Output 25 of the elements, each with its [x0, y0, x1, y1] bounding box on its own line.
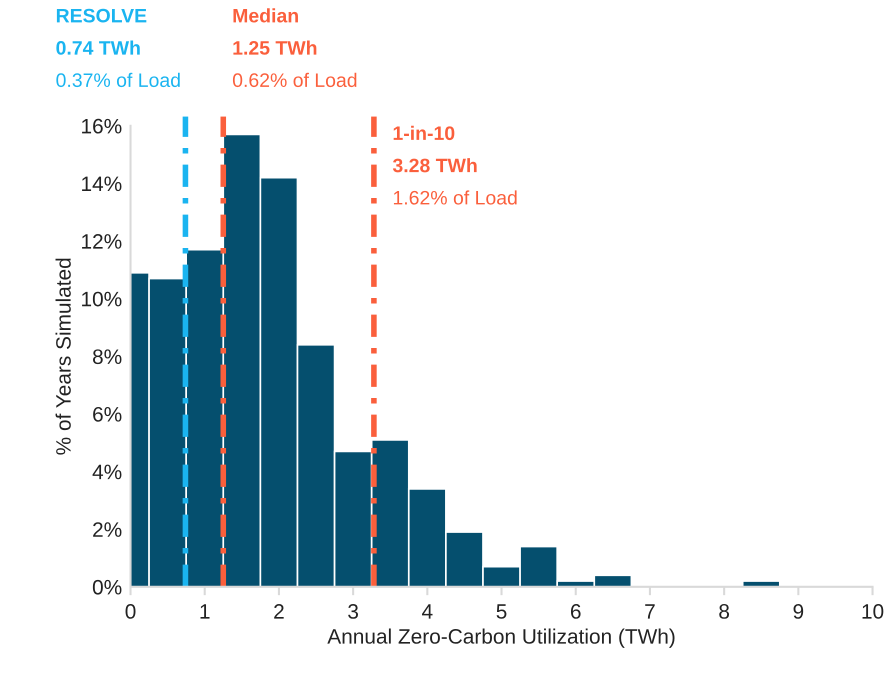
y-tick-label: 0%	[92, 580, 122, 595]
x-tick-label: 1	[200, 604, 210, 619]
y-tick-label: 12%	[82, 234, 122, 249]
ref-line-label: Median 1.25 TWh 0.62% of Load	[232, 8, 356, 88]
y-tick-label: 10%	[82, 292, 122, 306]
x-tick-label: 9	[794, 604, 804, 619]
x-tick-label: 3	[348, 604, 358, 619]
x-axis-title: Annual Zero-Carbon Utilization (TWh)	[327, 628, 674, 648]
y-tick-label: 16%	[82, 118, 122, 134]
x-tick-label: 10	[862, 604, 884, 619]
x-tick-label: 4	[422, 604, 433, 619]
y-tick-label: 2%	[93, 522, 122, 537]
ref-line-label: 1-in-10 3.28 TWh 1.62% of Load	[392, 126, 517, 205]
x-tick-label: 8	[719, 604, 730, 619]
x-tick-label: 0	[126, 604, 136, 619]
x-tick-label: 2	[274, 604, 284, 619]
ref-line-label: RESOLVE 0.74 TWh 0.37% of Load	[56, 8, 180, 88]
y-tick-label: 6%	[93, 406, 122, 422]
x-tick-label: 5	[496, 604, 506, 619]
y-axis-title: % of Years Simulated	[56, 258, 71, 455]
x-tick-label: 7	[645, 604, 655, 619]
y-tick-label: 4%	[92, 464, 122, 480]
y-tick-label: 14%	[82, 176, 122, 192]
x-tick-label: 6	[571, 604, 581, 619]
y-tick-label: 8%	[92, 349, 122, 364]
